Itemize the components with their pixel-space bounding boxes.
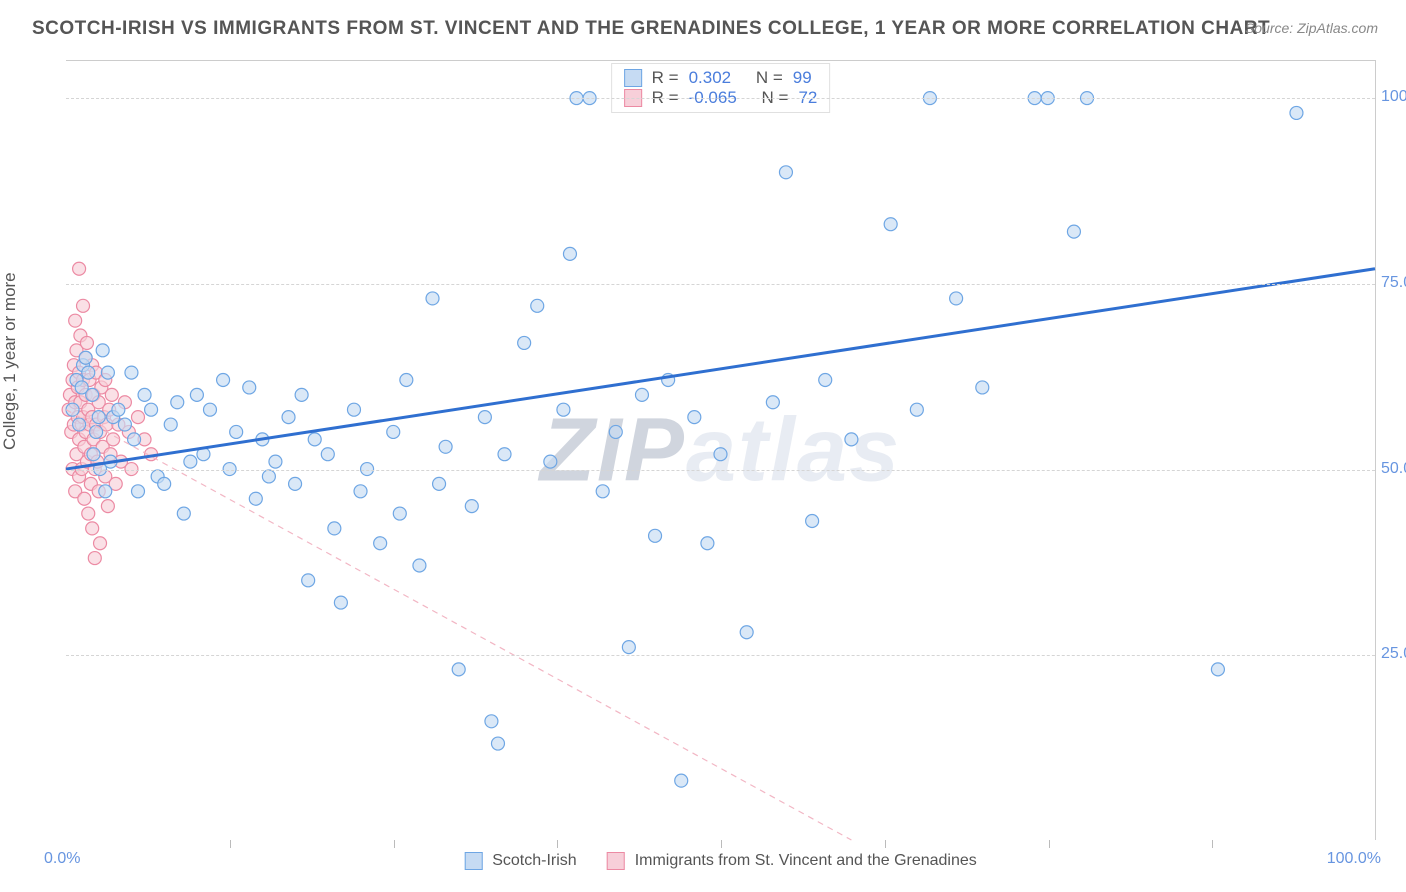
y-tick-label: 100.0% — [1381, 88, 1406, 106]
series-legend: Scotch-Irish Immigrants from St. Vincent… — [464, 852, 977, 870]
series-b-label: Immigrants from St. Vincent and the Gren… — [635, 852, 977, 870]
x-axis-max: 100.0% — [1327, 850, 1381, 868]
series-a-label: Scotch-Irish — [492, 852, 576, 870]
source-attribution: Source: ZipAtlas.com — [1245, 20, 1378, 36]
y-tick-label: 75.0% — [1381, 274, 1406, 292]
y-tick-label: 25.0% — [1381, 645, 1406, 663]
y-axis-label: College, 1 year or more — [0, 272, 20, 450]
y-tick-label: 50.0% — [1381, 460, 1406, 478]
chart-canvas — [66, 61, 1375, 840]
swatch-series-a — [624, 69, 642, 87]
x-axis-min: 0.0% — [44, 850, 80, 868]
correlation-legend: R = 0.302 N = 99 R = -0.065 N = 72 — [611, 63, 831, 113]
plot-area: ZIPatlas R = 0.302 N = 99 R = -0.065 N =… — [66, 60, 1376, 840]
chart-title: SCOTCH-IRISH VS IMMIGRANTS FROM ST. VINC… — [32, 18, 1270, 40]
swatch-series-b-icon — [607, 852, 625, 870]
swatch-series-a-icon — [464, 852, 482, 870]
